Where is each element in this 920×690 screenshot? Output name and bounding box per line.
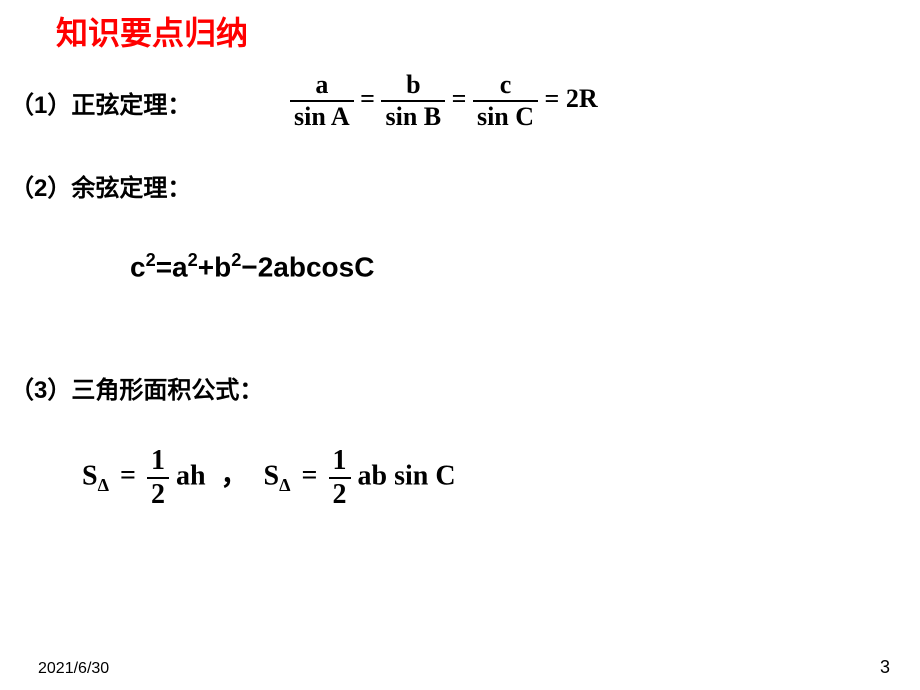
frac-num: 1 bbox=[147, 445, 169, 477]
frac-num: c bbox=[473, 70, 538, 100]
law-of-sines-formula: a sin A = b sin B = c sin C = 2R bbox=[290, 70, 598, 132]
slide-title: 知识要点归纳 bbox=[56, 8, 248, 54]
frac-den: sin C bbox=[473, 100, 538, 132]
delta-sub: Δ bbox=[98, 475, 109, 495]
eq-a: =a bbox=[156, 251, 188, 282]
law-of-cosines-formula: c2=a2+b2−2abcosC bbox=[130, 250, 374, 283]
frac-den: 2 bbox=[147, 477, 169, 511]
frac-num: a bbox=[290, 70, 354, 100]
delta-sub: Δ bbox=[279, 475, 290, 495]
exponent: 2 bbox=[146, 250, 156, 270]
frac-den: sin B bbox=[381, 100, 445, 132]
term-ah: ah bbox=[176, 460, 206, 491]
frac-num: 1 bbox=[329, 445, 351, 477]
equals-sign: = bbox=[452, 84, 467, 113]
var-s: S bbox=[82, 460, 98, 491]
equals-sign: = bbox=[360, 84, 375, 113]
exponent: 2 bbox=[231, 250, 241, 270]
equals-sign: = bbox=[116, 460, 140, 491]
equals-sign: = bbox=[298, 460, 322, 491]
minus-term: −2abcosC bbox=[241, 251, 374, 282]
area-formula: SΔ = 1 2 ah ， SΔ = 1 2 ab sin C bbox=[82, 445, 456, 511]
var-c: c bbox=[130, 251, 146, 282]
page-number: 3 bbox=[880, 657, 890, 678]
exponent: 2 bbox=[188, 250, 198, 270]
term-absinc: ab sin C bbox=[358, 460, 456, 491]
item-3-label: （3）三角形面积公式： bbox=[10, 370, 263, 405]
footer-date: 2021/6/30 bbox=[38, 660, 109, 678]
item-2-label: （2）余弦定理： bbox=[10, 168, 191, 203]
equals-sign: = bbox=[545, 84, 560, 113]
item-1-label: （1）正弦定理： bbox=[10, 85, 191, 120]
frac-den: 2 bbox=[329, 477, 351, 511]
var-s: S bbox=[264, 460, 280, 491]
frac-num: b bbox=[381, 70, 445, 100]
frac-den: sin A bbox=[290, 100, 354, 132]
comma-separator: ， bbox=[213, 460, 257, 491]
rhs-value: 2R bbox=[566, 84, 598, 113]
plus-b: +b bbox=[198, 251, 231, 282]
